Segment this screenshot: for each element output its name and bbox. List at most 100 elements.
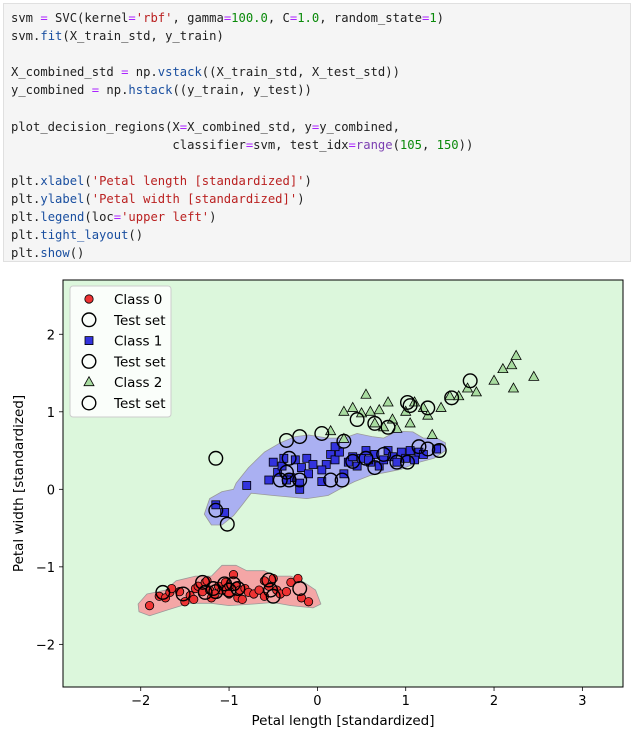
code-line: y_combined = np.hstack((y_train, y_test)…: [11, 81, 630, 99]
code-token: =: [223, 11, 232, 25]
class-0-point: [237, 594, 247, 604]
code-token: range: [355, 137, 393, 152]
code-token: np.: [99, 83, 129, 98]
code-token: 'Petal length [standardized]': [91, 173, 305, 188]
code-token: 'upper left': [121, 210, 210, 225]
code-token: svm, test_idx: [253, 137, 349, 152]
code-token: (: [84, 191, 92, 206]
class-2-point: [404, 417, 416, 428]
legend-square-icon: [84, 336, 94, 345]
code-editor[interactable]: svm = SVC(kernel='rbf', gamma=100.0, C=1…: [4, 4, 630, 262]
class-1-point: [302, 453, 312, 463]
test-set-point: [292, 429, 308, 445]
code-token: plt.: [11, 173, 41, 188]
test-set-point: [389, 454, 405, 470]
class-1-point: [335, 447, 344, 457]
y-tick-label: −1: [36, 561, 55, 576]
code-token: vstack: [157, 65, 202, 80]
plot-frame: [62, 279, 624, 688]
code-token: legend: [40, 210, 85, 225]
code-line: plt.legend(loc='upper left'): [11, 208, 630, 226]
code-token: =: [128, 11, 136, 25]
test-set-point: [367, 460, 383, 476]
legend-entry-label: Class 2: [114, 375, 162, 391]
code-token: plt.: [11, 191, 41, 206]
test-set-point: [376, 446, 392, 462]
x-tick-label: −2: [131, 694, 150, 709]
test-set-point: [358, 450, 374, 466]
test-set-point: [431, 443, 447, 459]
class-2-point: [510, 349, 522, 360]
x-tick-label: 1: [402, 694, 410, 709]
code-token: show: [40, 246, 70, 261]
test-set-point: [281, 472, 297, 488]
plot-area: [137, 349, 540, 617]
code-token: 1: [429, 11, 437, 25]
test-set-point: [334, 472, 350, 488]
class-2-point: [369, 417, 381, 428]
decision-region-plot: −2 −1 0 1 2 3 −2 −1 0 1 2 Petal length [standardize…: [11, 279, 624, 729]
class-1-point: [295, 484, 305, 494]
test-set-point: [462, 373, 478, 389]
class-1-point: [317, 477, 327, 486]
code-token: =: [348, 137, 356, 152]
class-1-point: [304, 469, 313, 479]
code-token: ,: [421, 137, 437, 152]
code-cell[interactable]: svm = SVC(kernel='rbf', gamma=100.0, C=1…: [3, 3, 631, 262]
code-line: plot_decision_regions(X=X_combined_std, …: [11, 118, 630, 136]
class-2-point: [497, 362, 509, 374]
code-token: (): [69, 246, 85, 261]
code-token: ((y_train, y_test)): [172, 83, 312, 98]
legend-ring-icon: [81, 353, 97, 369]
code-token: ): [297, 191, 305, 206]
code-token: SVC(kernel: [47, 11, 129, 25]
test-set-point: [197, 584, 213, 600]
test-set-point: [367, 415, 383, 431]
test-set-point: [380, 419, 396, 435]
test-set-point: [219, 516, 235, 532]
code-token: =: [113, 210, 122, 225]
code-token: 1.0: [297, 11, 320, 25]
code-token: xlabel: [40, 173, 85, 188]
class-2-point: [506, 358, 518, 370]
code-line: X_combined_std = np.vstack((X_train_std,…: [11, 63, 630, 81]
class-1-point: [220, 508, 230, 517]
class-0-point: [303, 597, 314, 607]
code-token: y_combined,: [319, 119, 400, 134]
class-2-point: [488, 374, 500, 385]
test-set-point: [402, 398, 418, 414]
class-1-point: [392, 457, 402, 467]
code-line: svm = SVC(kernel='rbf', gamma=100.0, C=1…: [11, 9, 630, 27]
class-1-point: [321, 460, 331, 469]
test-set-point: [261, 572, 277, 588]
class-1-point: [326, 450, 336, 459]
class-2-point: [470, 386, 483, 397]
legend-triangle-icon: [83, 375, 95, 387]
code-line: svm.fit(X_train_std, y_train): [11, 27, 630, 45]
legend-entry-label: Test set: [113, 313, 166, 329]
code-line: classifier=svm, test_idx=range(105, 150)…: [11, 136, 630, 154]
legend: Class 0 Test set Class 1 Test set Class 2 Tes…: [69, 285, 172, 418]
code-token: , gamma: [172, 11, 224, 25]
class-1-point: [308, 460, 318, 469]
code-token: 100.0: [231, 11, 268, 25]
code-token: (X_train_std, y_train): [62, 29, 224, 44]
code-line: plt.tight_layout(): [11, 226, 630, 244]
code-line: plt.ylabel('Petal width [standardized]'): [11, 190, 630, 208]
y-tick-label: −2: [36, 638, 55, 653]
class-0-point: [281, 587, 292, 597]
code-token: , random_state: [319, 11, 422, 25]
class-2-point: [435, 401, 447, 412]
class-1-point: [273, 467, 283, 477]
x-axis-label: Petal length [standardized]: [251, 713, 434, 729]
code-token: svm: [11, 11, 41, 25]
code-token: , C: [267, 11, 290, 25]
legend-entry-label: Test set: [113, 396, 166, 412]
class-1-point: [330, 455, 340, 465]
test-set-point: [399, 454, 415, 470]
code-line: [11, 45, 630, 63]
code-token: =: [245, 137, 254, 152]
code-token: ((X_train_std, X_test_std)): [201, 65, 400, 80]
class-2-point: [382, 396, 394, 407]
code-line: [11, 99, 630, 117]
